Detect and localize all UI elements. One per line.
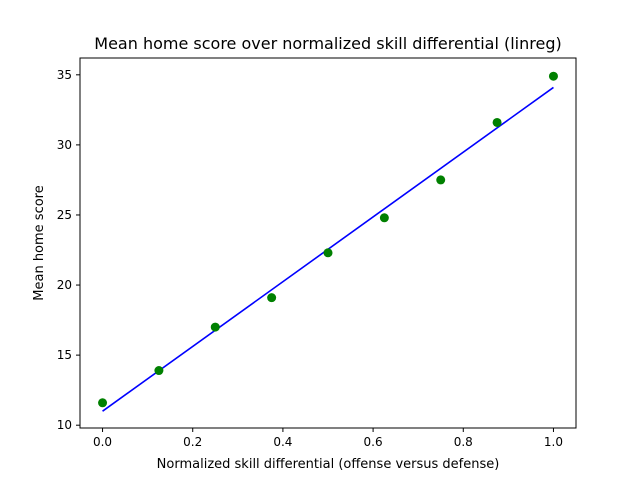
y-axis-label: Mean home score	[32, 185, 47, 300]
y-tick-label: 20	[57, 278, 72, 292]
data-point	[492, 117, 502, 127]
x-tick-label: 0.2	[183, 435, 202, 449]
y-tick-label: 25	[57, 208, 72, 222]
x-tick-label: 0.0	[93, 435, 112, 449]
data-point	[98, 398, 108, 408]
y-tick-label: 10	[57, 418, 72, 432]
data-point	[379, 213, 389, 223]
data-point	[210, 322, 220, 332]
data-point	[548, 71, 558, 81]
x-axis-label: Normalized skill differential (offense v…	[157, 457, 500, 472]
x-tick-label: 0.8	[454, 435, 473, 449]
y-tick-label: 35	[57, 68, 72, 82]
y-axis: 10 15 20 25 30 35	[57, 68, 80, 432]
x-tick-label: 0.6	[364, 435, 383, 449]
data-point	[323, 248, 333, 258]
chart-title: Mean home score over normalized skill di…	[94, 34, 561, 53]
x-axis: 0.0 0.2 0.4 0.6 0.8 1.0	[93, 428, 563, 449]
data-point	[436, 175, 446, 185]
data-series	[98, 71, 558, 412]
data-point	[267, 293, 277, 303]
y-tick-label: 30	[57, 138, 72, 152]
x-tick-label: 1.0	[544, 435, 563, 449]
x-tick-label: 0.4	[273, 435, 292, 449]
data-point	[154, 366, 164, 376]
y-tick-label: 15	[57, 348, 72, 362]
plot-area	[79, 57, 577, 429]
